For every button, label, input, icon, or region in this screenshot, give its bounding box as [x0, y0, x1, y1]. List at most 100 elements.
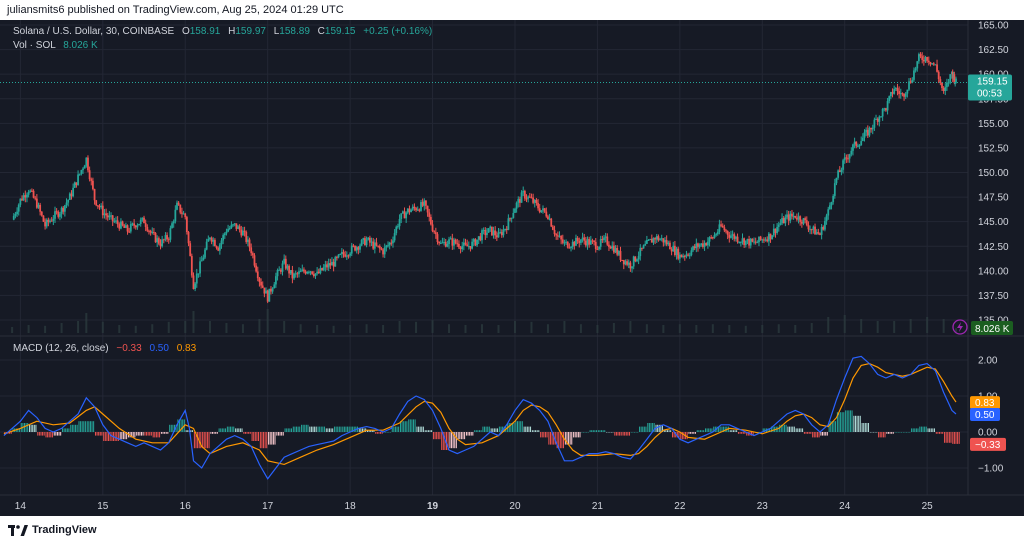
- histogram-bar: [230, 426, 232, 432]
- candle-body: [235, 223, 238, 229]
- candle-body: [68, 193, 71, 200]
- candle-body: [713, 235, 716, 239]
- candle-body: [406, 208, 409, 213]
- histogram-bar: [628, 432, 630, 436]
- histogram-bar: [253, 432, 255, 441]
- candle-body: [593, 240, 596, 242]
- histogram-bar: [396, 426, 398, 432]
- candle-body: [657, 236, 660, 241]
- candle-body: [609, 246, 612, 249]
- time-tick-label: 18: [345, 501, 357, 512]
- histogram-bar: [315, 426, 317, 432]
- candle-body: [364, 238, 366, 246]
- candle-body: [692, 246, 694, 251]
- candle-body: [634, 256, 637, 262]
- histogram-bar: [334, 426, 336, 432]
- histogram-bar: [952, 432, 954, 444]
- histogram-bar: [576, 432, 578, 438]
- histogram-bar: [573, 432, 575, 438]
- histogram-bar: [419, 426, 421, 432]
- histogram-bar: [10, 432, 12, 434]
- macd-title[interactable]: MACD (12, 26, close): [13, 343, 109, 354]
- histogram-bar: [586, 432, 588, 433]
- candle-body: [156, 238, 159, 243]
- macd-tag: [970, 408, 1000, 421]
- candle-body: [789, 213, 792, 221]
- histogram-bar: [457, 432, 459, 440]
- histogram-bar: [48, 432, 50, 438]
- volume-bar: [77, 321, 80, 333]
- histogram-bar: [484, 426, 486, 432]
- histogram-bar: [823, 432, 825, 436]
- candle-body: [251, 253, 254, 256]
- histogram-bar: [78, 421, 80, 432]
- candle-body: [571, 241, 574, 247]
- volume-bar: [513, 321, 516, 333]
- candle-body: [919, 54, 922, 57]
- macd-tick-label: −1.00: [978, 464, 1004, 475]
- candle-body: [796, 217, 798, 220]
- histogram-bar: [136, 432, 138, 436]
- candle-body: [240, 229, 243, 236]
- histogram-bar: [500, 426, 502, 432]
- histogram-bar: [208, 432, 210, 449]
- candle-body: [362, 238, 365, 240]
- change-value: +0.25 (+0.16%): [363, 26, 433, 37]
- histogram-bar: [540, 432, 542, 438]
- candle-body: [645, 240, 648, 244]
- histogram-bar: [414, 419, 416, 432]
- histogram-bar: [55, 432, 57, 436]
- candle-body: [682, 256, 685, 258]
- candle-body: [184, 213, 187, 218]
- volume-bar: [464, 325, 467, 333]
- candle-body: [677, 248, 680, 259]
- histogram-bar: [724, 426, 726, 432]
- chart-canvas[interactable]: 165.00162.50160.00157.50155.00152.50150.…: [0, 20, 1024, 516]
- candle-body: [870, 127, 872, 130]
- histogram-bar: [528, 426, 530, 432]
- histogram-bar: [612, 432, 614, 433]
- tradingview-logo[interactable]: TradingView: [8, 524, 97, 536]
- candle-body: [368, 237, 371, 243]
- volume-label[interactable]: Vol · SOL: [13, 40, 56, 51]
- candle-body: [162, 239, 165, 241]
- candle-body: [881, 109, 884, 117]
- symbol-title[interactable]: Solana / U.S. Dollar, 30, COINBASE: [13, 26, 175, 37]
- histogram-bar: [670, 430, 672, 432]
- candle-body: [354, 245, 356, 251]
- histogram-bar: [286, 428, 288, 432]
- candle-body: [393, 233, 396, 241]
- histogram-bar: [830, 421, 832, 432]
- histogram-bar: [146, 432, 148, 436]
- macd-hist-value: −0.33: [116, 343, 142, 354]
- histogram-bar: [287, 428, 289, 432]
- candle-body: [486, 232, 488, 236]
- candle-body: [454, 239, 457, 244]
- histogram-bar: [874, 432, 876, 433]
- histogram-bar: [630, 432, 632, 433]
- candle-body: [482, 230, 485, 232]
- histogram-bar: [497, 428, 499, 432]
- macd-tick-label: 0.00: [978, 428, 998, 439]
- histogram-bar: [70, 424, 72, 432]
- volume-bar: [662, 325, 665, 333]
- candle-body: [861, 137, 864, 142]
- candle-body: [332, 261, 335, 267]
- candle-body: [383, 247, 386, 255]
- candle-body: [492, 230, 495, 236]
- candle-body: [57, 211, 60, 217]
- histogram-bar: [129, 432, 131, 438]
- candle-body: [710, 237, 713, 239]
- histogram-bar: [805, 432, 807, 434]
- candle-body: [420, 202, 422, 211]
- candle-body: [271, 288, 274, 292]
- histogram-bar: [666, 430, 668, 432]
- histogram-bar: [447, 432, 449, 450]
- histogram-bar: [737, 432, 739, 434]
- candle-body: [955, 78, 957, 83]
- histogram-bar: [276, 432, 278, 436]
- candle-body: [238, 226, 241, 230]
- chart-area[interactable]: 165.00162.50160.00157.50155.00152.50150.…: [0, 20, 1024, 516]
- volume-bar: [893, 321, 896, 333]
- histogram-bar: [907, 432, 909, 433]
